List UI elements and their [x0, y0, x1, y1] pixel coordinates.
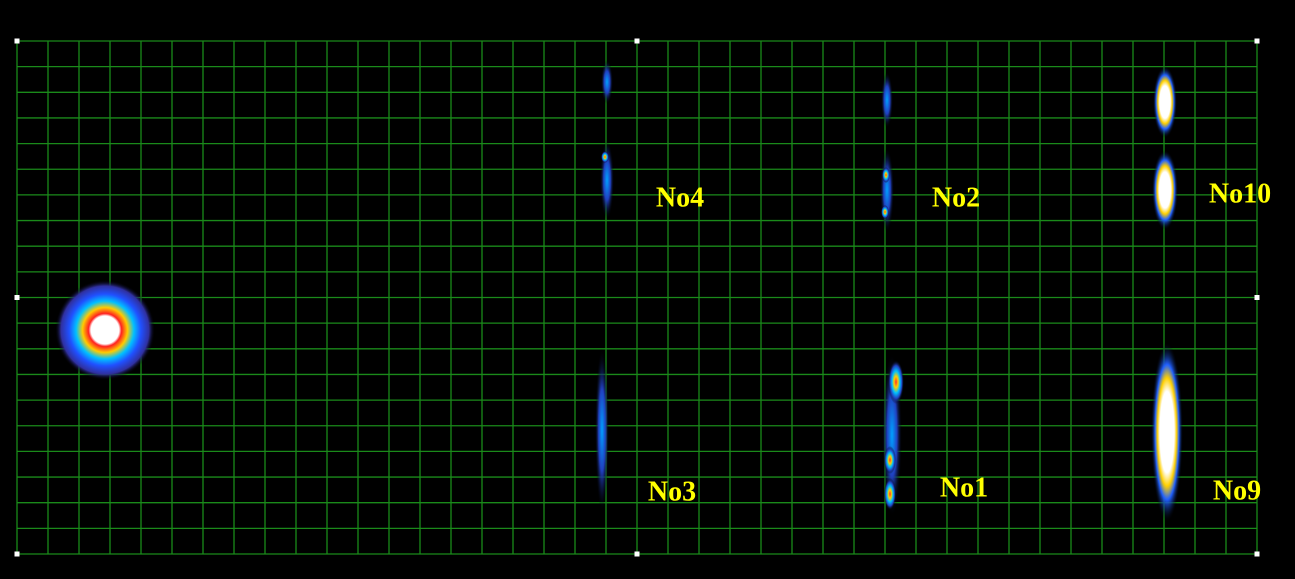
grid	[17, 41, 1257, 554]
streak-label: No10	[1209, 178, 1271, 209]
handle	[635, 552, 640, 557]
handle	[1255, 295, 1260, 300]
streak-label: No2	[932, 182, 980, 213]
streak-label: No1	[940, 472, 988, 503]
streak-label: No3	[648, 476, 696, 507]
handle	[15, 39, 20, 44]
beam-image: No4 No2 No10 No3 No1 No9	[0, 0, 1295, 579]
beam-spot	[55, 280, 155, 380]
streak-label: No9	[1213, 475, 1261, 506]
handle	[1255, 39, 1260, 44]
handle	[1255, 552, 1260, 557]
handle	[15, 552, 20, 557]
streak-label: No4	[656, 182, 704, 213]
handle	[15, 295, 20, 300]
handle	[635, 39, 640, 44]
